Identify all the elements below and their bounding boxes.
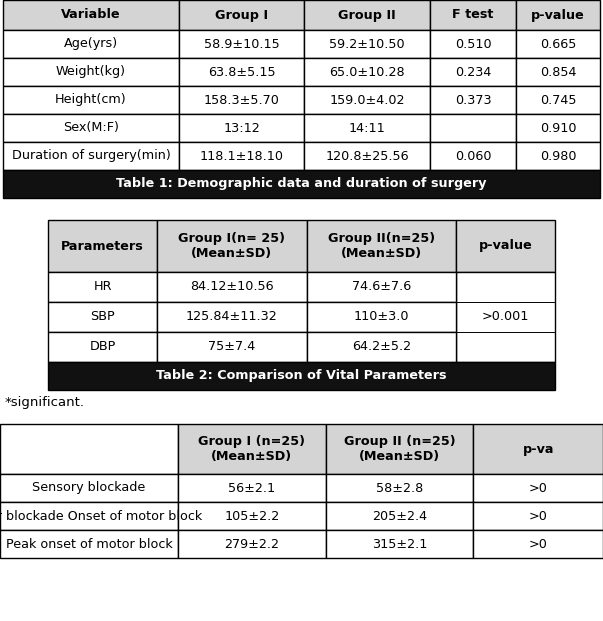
Text: Group I (n=25)
(Mean±SD): Group I (n=25) (Mean±SD) <box>198 435 305 463</box>
Bar <box>305 142 430 170</box>
Bar <box>326 530 473 558</box>
Bar <box>473 502 603 530</box>
Text: Sensory blockade: Sensory blockade <box>33 481 145 494</box>
Text: 159.0±4.02: 159.0±4.02 <box>329 94 405 106</box>
Bar <box>306 302 456 332</box>
Bar <box>0 424 178 474</box>
Text: 59.2±10.50: 59.2±10.50 <box>329 37 405 50</box>
Text: Variable: Variable <box>62 9 121 22</box>
Bar <box>48 332 157 362</box>
Bar <box>473 530 603 558</box>
Text: 0.910: 0.910 <box>540 122 576 135</box>
Bar <box>305 0 430 30</box>
Bar <box>430 0 516 30</box>
Bar <box>326 502 473 530</box>
Bar <box>473 474 603 502</box>
Bar <box>326 474 473 502</box>
Text: 0.980: 0.980 <box>540 150 576 163</box>
Bar <box>178 424 326 474</box>
Bar <box>157 302 306 332</box>
Bar <box>157 272 306 302</box>
Text: 63.8±5.15: 63.8±5.15 <box>208 65 276 78</box>
Bar <box>179 86 305 114</box>
Bar <box>3 114 179 142</box>
Text: 0.060: 0.060 <box>455 150 491 163</box>
Text: 75±7.4: 75±7.4 <box>208 340 256 353</box>
Text: 0.745: 0.745 <box>540 94 576 106</box>
Bar <box>178 502 326 530</box>
Bar <box>473 424 603 474</box>
Bar <box>430 58 516 86</box>
Bar <box>430 142 516 170</box>
Text: 64.2±5.2: 64.2±5.2 <box>352 340 411 353</box>
Bar <box>157 220 306 272</box>
Bar <box>3 30 179 58</box>
Text: 0.854: 0.854 <box>540 65 576 78</box>
Text: Sex(M:F): Sex(M:F) <box>63 122 119 135</box>
Text: 58±2.8: 58±2.8 <box>376 481 423 494</box>
Bar <box>305 58 430 86</box>
Bar <box>3 86 179 114</box>
Text: 315±2.1: 315±2.1 <box>372 538 427 550</box>
Bar <box>48 302 157 332</box>
Text: Height(cm): Height(cm) <box>55 94 127 106</box>
Text: 65.0±10.28: 65.0±10.28 <box>329 65 405 78</box>
Bar <box>326 424 473 474</box>
Bar <box>516 142 600 170</box>
Text: 158.3±5.70: 158.3±5.70 <box>204 94 280 106</box>
Bar <box>3 0 179 30</box>
Text: p-va: p-va <box>522 443 554 455</box>
Bar <box>48 220 157 272</box>
Text: 120.8±25.56: 120.8±25.56 <box>326 150 409 163</box>
Text: 14:11: 14:11 <box>349 122 385 135</box>
Text: 125.84±11.32: 125.84±11.32 <box>186 310 277 324</box>
Bar <box>516 0 600 30</box>
Text: *significant.: *significant. <box>5 396 85 409</box>
Text: F test: F test <box>452 9 494 22</box>
Text: SBP: SBP <box>90 310 115 324</box>
Text: p-value: p-value <box>479 240 532 253</box>
Bar <box>306 220 456 272</box>
Text: 84.12±10.56: 84.12±10.56 <box>190 281 274 294</box>
Text: Group II (n=25)
(Mean±SD): Group II (n=25) (Mean±SD) <box>344 435 455 463</box>
Text: Group I(n= 25)
(Mean±SD): Group I(n= 25) (Mean±SD) <box>178 232 285 260</box>
Bar <box>430 86 516 114</box>
Bar <box>305 86 430 114</box>
Text: Group II(n=25)
(Mean±SD): Group II(n=25) (Mean±SD) <box>328 232 435 260</box>
Bar <box>430 114 516 142</box>
Bar <box>0 530 178 558</box>
Bar <box>516 30 600 58</box>
Text: 0.665: 0.665 <box>540 37 576 50</box>
Text: DBP: DBP <box>89 340 116 353</box>
Bar <box>179 30 305 58</box>
Text: 279±2.2: 279±2.2 <box>224 538 279 550</box>
Bar <box>0 474 178 502</box>
Bar <box>430 30 516 58</box>
Bar <box>157 332 306 362</box>
Text: 110±3.0: 110±3.0 <box>353 310 409 324</box>
Text: 105±2.2: 105±2.2 <box>224 509 279 522</box>
Bar <box>306 332 456 362</box>
Bar <box>516 58 600 86</box>
Bar <box>179 0 305 30</box>
Text: 13:12: 13:12 <box>224 122 260 135</box>
Text: 205±2.4: 205±2.4 <box>372 509 427 522</box>
Bar <box>179 142 305 170</box>
Bar <box>305 114 430 142</box>
Bar <box>305 30 430 58</box>
Bar <box>179 114 305 142</box>
Bar <box>178 474 326 502</box>
Text: Duration of surgery(min): Duration of surgery(min) <box>11 150 171 163</box>
Text: otor blockade Onset of motor block: otor blockade Onset of motor block <box>0 509 202 522</box>
Text: >0: >0 <box>529 509 548 522</box>
Text: Parameters: Parameters <box>61 240 144 253</box>
Text: Age(yrs): Age(yrs) <box>64 37 118 50</box>
Bar <box>0 502 178 530</box>
Bar <box>3 170 600 198</box>
Bar <box>456 220 555 272</box>
Text: p-value: p-value <box>531 9 585 22</box>
Bar <box>456 272 555 362</box>
Text: Group II: Group II <box>338 9 396 22</box>
Bar <box>3 142 179 170</box>
Text: Table 2: Comparison of Vital Parameters: Table 2: Comparison of Vital Parameters <box>156 369 447 383</box>
